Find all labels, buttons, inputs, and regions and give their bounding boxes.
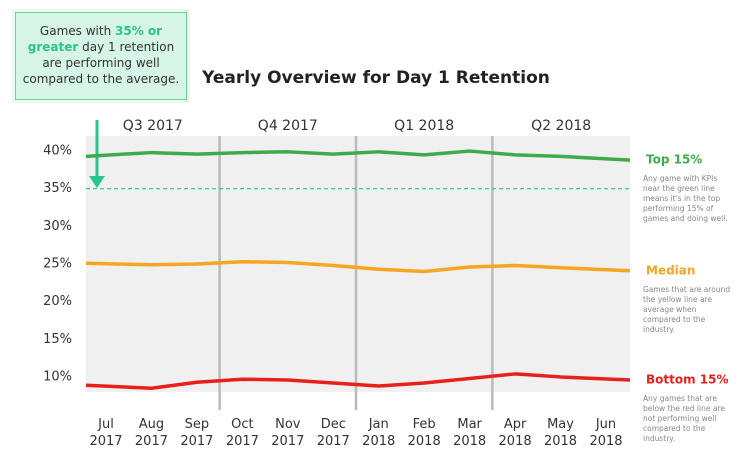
quarter-label: Q2 2018 (531, 118, 591, 134)
x-tick-label: Jun 2018 (589, 417, 623, 449)
y-tick-label: 10% (43, 369, 72, 384)
x-tick-label: Jul 2017 (89, 417, 123, 449)
annotation: Games with 35% or greater day 1 retentio… (15, 12, 187, 100)
y-tick-label: 40% (43, 144, 72, 159)
y-tick-label: 25% (43, 257, 72, 272)
x-tick-label: Mar 2018 (453, 417, 487, 449)
y-tick-label: 20% (43, 294, 72, 309)
y-tick-label: 35% (43, 181, 72, 196)
x-tick-label: Apr 2018 (498, 417, 532, 449)
series-label: Bottom 15% (646, 372, 729, 386)
y-tick-label: 15% (43, 332, 72, 347)
annotation-text: day 1 retention are performing well comp… (22, 40, 180, 86)
x-tick-label: Jan 2018 (362, 417, 396, 449)
series-line (85, 372, 631, 390)
series-description: Games that are around the yellow line ar… (643, 284, 731, 334)
series-line (85, 149, 631, 162)
series-description: Any game with KPIs near the green line m… (643, 174, 728, 224)
x-tick-label: Dec 2017 (316, 417, 350, 449)
x-tick-label: Aug 2017 (134, 417, 168, 449)
y-tick-label: 30% (43, 219, 72, 234)
arrow-head (89, 176, 105, 188)
quarter-label: Q1 2018 (394, 118, 454, 134)
annotation-highlight: 35% or greater (27, 24, 163, 54)
x-tick-label: Sep 2017 (180, 417, 214, 449)
series-line (85, 259, 631, 274)
annotation-text: Games with (39, 24, 115, 38)
quarter-label: Q4 2017 (258, 118, 318, 134)
series-label: Median (646, 263, 695, 277)
x-tick-label: Nov 2017 (271, 417, 305, 449)
x-tick-label: Oct 2017 (225, 417, 259, 449)
quarter-label: Q3 2017 (123, 118, 183, 134)
x-tick-label: May 2018 (543, 417, 578, 449)
chart-title: Yearly Overview for Day 1 Retention (201, 68, 550, 88)
series-description: Any games that are below the red line ar… (643, 393, 725, 443)
series-label: Top 15% (646, 153, 702, 167)
x-tick-label: Feb 2018 (407, 417, 441, 449)
